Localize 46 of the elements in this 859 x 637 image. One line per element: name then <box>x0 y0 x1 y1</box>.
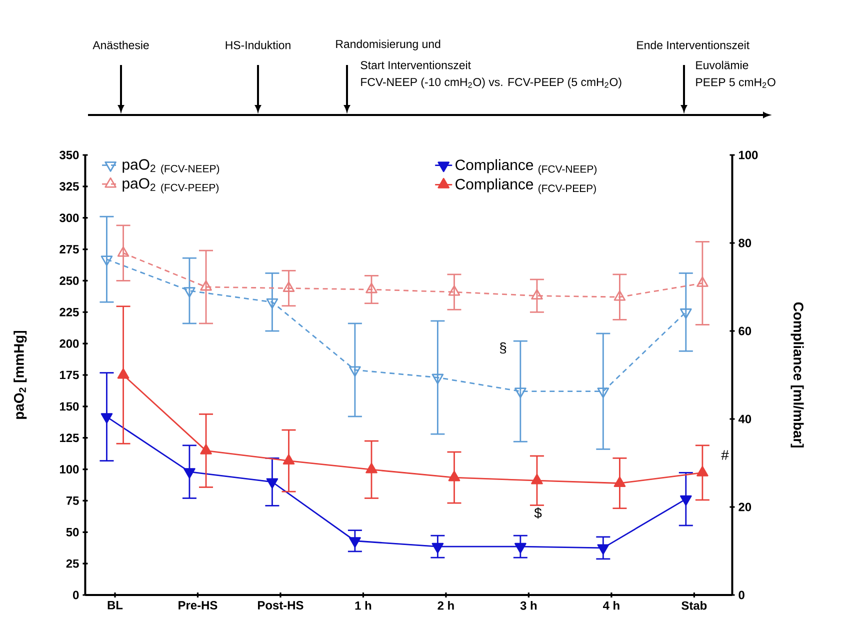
text: HS-Induktion <box>226 40 290 50</box>
legend-label: paO$_{2 (FCV-NEEP)}$ <box>122 159 220 174</box>
x-tick-label: Stab <box>682 601 707 610</box>
x-tick-label: Post-HS <box>258 601 304 610</box>
y-tick-label: 0 <box>73 590 79 600</box>
y-tick-label: 325 <box>60 182 79 191</box>
x-tick-label: 3 h <box>520 601 537 610</box>
y-tick-label: 250 <box>60 276 79 285</box>
y-tick-label: 175 <box>60 370 79 380</box>
annotation: # <box>721 450 729 460</box>
legend-label: Compliance $_{(FCV-PEEP)}$ <box>456 178 596 194</box>
x-tick-label: 4 h <box>602 601 620 610</box>
text: FCV-NEEP (-10 cmH$_{2}$O) vs. FCV-PEEP (5 cmH$_{2}$O) <box>361 78 622 88</box>
text: Start Interventionszeit <box>360 60 471 70</box>
y-tick-label: 200 <box>60 339 79 348</box>
y-tick-label: 350 <box>60 150 79 160</box>
x-tick-label: BL <box>108 601 123 610</box>
annotation: $ <box>534 507 542 519</box>
y2-tick-label: 20 <box>738 502 752 512</box>
x-tick-label: 1 h <box>355 601 372 610</box>
y2-tick-label: 40 <box>738 414 752 424</box>
y-tick-label: 125 <box>60 434 79 442</box>
y2-tick-label: 0 <box>738 590 744 600</box>
y2-tick-label: 80 <box>738 238 752 248</box>
text: Anästhesie <box>92 40 149 50</box>
y2-tick-label: 100 <box>739 150 758 160</box>
x-tick-label: 2 h <box>438 601 454 610</box>
y-tick-label: 150 <box>60 402 79 411</box>
y-tick-label: 225 <box>60 308 79 316</box>
y2-axis-title: Compliance [ml/mbar] <box>790 302 804 448</box>
legend-label: paO$_{2 (FCV-PEEP)}$ <box>122 178 219 194</box>
text: PEEP 5 cmH$_{2}$O <box>696 78 776 88</box>
x-tick-label: Pre-HS <box>178 601 218 610</box>
y-tick-label: 275 <box>60 245 79 254</box>
y-tick-label: 50 <box>66 528 79 536</box>
y-axis-title: paO$_{2}$ [mmHg] <box>14 330 27 419</box>
y2-tick-label: 60 <box>738 326 752 336</box>
y-tick-label: 75 <box>66 496 79 505</box>
y-tick-label: 25 <box>66 559 79 568</box>
text: Euvolämie <box>696 60 748 70</box>
legend-label: Compliance $_{(FCV-NEEP)}$ <box>456 159 596 175</box>
text: Ende Interventionszeit <box>637 40 750 50</box>
text: Randomisierung und <box>336 40 440 50</box>
y-tick-label: 100 <box>60 465 79 474</box>
y-tick-label: 300 <box>60 214 79 222</box>
annotation: § <box>500 342 506 354</box>
